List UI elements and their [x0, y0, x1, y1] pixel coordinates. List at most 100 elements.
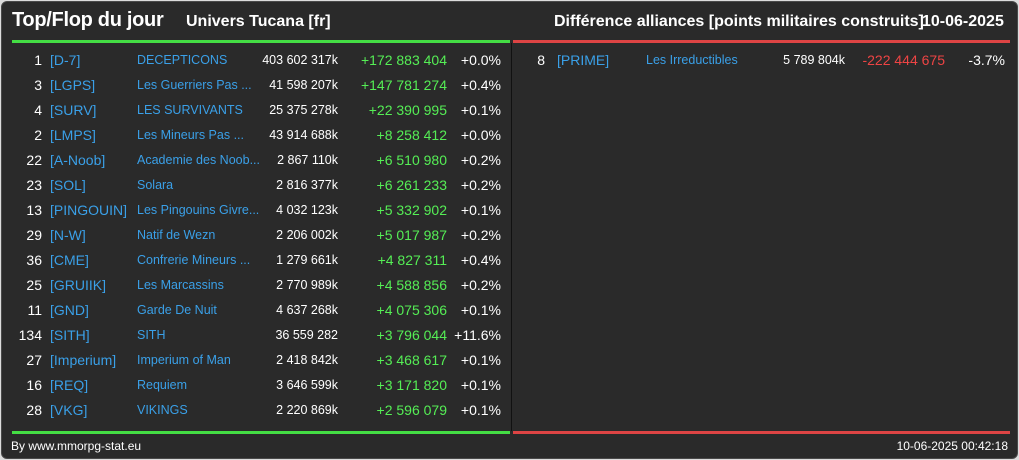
alliance-points: 5 789 804k — [783, 53, 845, 67]
alliance-tag-link[interactable]: [PRIME] — [557, 52, 610, 68]
alliance-tag-link[interactable]: [Imperium] — [50, 352, 117, 368]
alliance-points: 36 559 282 — [275, 328, 338, 342]
alliance-percent: +0.2% — [460, 152, 501, 168]
page-title: Top/Flop du jour — [12, 9, 164, 31]
credit-link[interactable]: By www.mmorpg-stat.eu — [11, 439, 142, 453]
alliance-tag-link[interactable]: [GRUIIK] — [50, 277, 107, 293]
alliance-tag-link[interactable]: [A-Noob] — [50, 152, 106, 168]
alliance-name-link[interactable]: DECEPTICONS — [137, 53, 228, 67]
alliance-rank: 25 — [26, 277, 42, 293]
alliance-percent: +0.2% — [460, 227, 501, 243]
top-accent-bar — [12, 40, 510, 43]
alliance-tag-link[interactable]: [SURV] — [50, 102, 97, 118]
alliance-tag-link[interactable]: [CME] — [50, 252, 89, 268]
alliance-points: 2 816 377k — [276, 178, 338, 192]
alliance-points: 2 867 110k — [277, 153, 338, 167]
alliance-row: 13 [PINGOUIN] Les Pingouins Givre... 4 032 … — [12, 198, 510, 223]
alliance-rank: 16 — [26, 377, 42, 393]
alliance-name-link[interactable]: Les Marcassins — [137, 278, 224, 292]
alliance-percent: +0.0% — [460, 127, 501, 143]
alliance-difference: +5 332 902 — [376, 202, 447, 218]
alliance-row: 4 [SURV] LES SURVIVANTS 25 375 278k +22 390 … — [12, 98, 510, 123]
alliance-rank: 36 — [26, 252, 42, 268]
universe-label: Univers Tucana [fr] — [186, 13, 331, 30]
alliance-row: 28 [VKG] VIKINGS 2 220 869k +2 596 079 +0.1% — [12, 398, 510, 423]
alliance-points: 1 279 661k — [276, 253, 338, 267]
alliance-percent: -3.7% — [968, 52, 1005, 68]
alliance-rank: 23 — [26, 177, 42, 193]
alliance-percent: +0.4% — [460, 77, 501, 93]
alliance-difference: +6 261 233 — [376, 177, 447, 193]
alliance-row: 3 [LGPS] Les Guerriers Pas ... 41 598 207k +… — [12, 73, 510, 98]
alliance-difference: +22 390 995 — [368, 102, 447, 118]
alliance-percent: +0.1% — [460, 402, 501, 418]
alliance-rank: 1 — [34, 52, 42, 68]
flop-bottom-bar — [513, 431, 1010, 434]
alliance-difference: +5 017 987 — [376, 227, 447, 243]
alliance-row: 25 [GRUIIK] Les Marcassins 2 770 989k +4 588… — [12, 273, 510, 298]
header: Top/Flop du jour Univers Tucana [fr] Dif… — [2, 2, 1017, 40]
alliance-difference: +8 258 412 — [376, 127, 447, 143]
alliance-percent: +11.6% — [454, 327, 501, 343]
alliance-tag-link[interactable]: [PINGOUIN] — [50, 202, 128, 218]
alliance-row: 8 [PRIME] Les Irreductibles 5 789 804k -222 … — [513, 48, 1010, 73]
alliance-difference: +6 510 980 — [376, 152, 447, 168]
alliance-percent: +0.1% — [460, 352, 501, 368]
alliance-tag-link[interactable]: [LGPS] — [50, 77, 96, 93]
ranking-date: 10-06-2025 — [922, 13, 1004, 30]
alliance-name-link[interactable]: Requiem — [137, 378, 188, 392]
alliance-percent: +0.1% — [460, 302, 501, 318]
alliance-rank: 3 — [34, 77, 42, 93]
alliance-difference: +4 588 856 — [376, 277, 447, 293]
alliance-points: 2 220 869k — [276, 403, 338, 417]
alliance-name-link[interactable]: Garde De Nuit — [137, 303, 217, 317]
flop-alliances-list: 8 [PRIME] Les Irreductibles 5 789 804k -222 … — [513, 48, 1010, 73]
alliance-row: 29 [N-W] Natif de Wezn 2 206 002k +5 017 987… — [12, 223, 510, 248]
alliance-name-link[interactable]: Les Irreductibles — [646, 53, 738, 67]
alliance-name-link[interactable]: Confrerie Mineurs ... — [137, 253, 251, 267]
alliance-tag-link[interactable]: [SITH] — [50, 327, 90, 343]
alliance-name-link[interactable]: SITH — [137, 328, 166, 342]
alliance-tag-link[interactable]: [VKG] — [50, 402, 88, 418]
alliance-name-link[interactable]: Imperium of Man — [137, 353, 231, 367]
alliance-name-link[interactable]: LES SURVIVANTS — [137, 103, 243, 117]
alliance-points: 2 206 002k — [276, 228, 338, 242]
alliance-name-link[interactable]: Les Guerriers Pas ... — [137, 78, 252, 92]
panel-divider — [511, 43, 512, 431]
alliance-difference: +2 596 079 — [376, 402, 447, 418]
alliance-rank: 28 — [26, 402, 42, 418]
alliance-points: 25 375 278k — [269, 103, 338, 117]
alliance-name-link[interactable]: Natif de Wezn — [137, 228, 216, 242]
alliance-name-link[interactable]: Academie des Noob... — [137, 153, 259, 167]
flop-accent-bar — [513, 40, 1010, 43]
alliance-name-link[interactable]: Solara — [137, 178, 174, 192]
alliance-percent: +0.2% — [460, 277, 501, 293]
alliance-row: 134 [SITH] SITH 36 559 282 +3 796 044 +11.6% — [12, 323, 510, 348]
alliance-difference: +147 781 274 — [360, 77, 447, 93]
alliance-row: 16 [REQ] Requiem 3 646 599k +3 171 820 +0.1% — [12, 373, 510, 398]
alliance-tag-link[interactable]: [GND] — [50, 302, 89, 318]
alliance-difference: -222 444 675 — [862, 52, 945, 68]
alliance-tag-link[interactable]: [REQ] — [50, 377, 89, 393]
alliance-rank: 22 — [26, 152, 42, 168]
alliance-difference: +4 827 311 — [377, 252, 447, 268]
alliance-points: 403 602 317k — [262, 53, 338, 67]
alliance-row: 23 [SOL] Solara 2 816 377k +6 261 233 +0.2% — [12, 173, 510, 198]
alliance-rank: 11 — [27, 302, 42, 318]
alliance-name-link[interactable]: Les Pingouins Givre... — [137, 203, 259, 217]
alliance-tag-link[interactable]: [D-7] — [50, 52, 81, 68]
alliance-tag-link[interactable]: [SOL] — [50, 177, 86, 193]
alliance-row: 22 [A-Noob] Academie des Noob... 2 867 110k… — [12, 148, 510, 173]
alliance-rank: 2 — [34, 127, 42, 143]
alliance-name-link[interactable]: VIKINGS — [137, 403, 188, 417]
alliance-percent: +0.4% — [460, 252, 501, 268]
alliance-name-link[interactable]: Les Mineurs Pas ... — [137, 128, 244, 142]
alliance-tag-link[interactable]: [LMPS] — [50, 127, 96, 143]
alliance-points: 43 914 688k — [269, 128, 338, 142]
alliance-rank: 27 — [26, 352, 42, 368]
generated-timestamp: 10-06-2025 00:42:18 — [896, 439, 1008, 453]
alliance-percent: +0.1% — [460, 202, 501, 218]
alliance-rank: 13 — [26, 202, 42, 218]
alliance-tag-link[interactable]: [N-W] — [50, 227, 86, 243]
